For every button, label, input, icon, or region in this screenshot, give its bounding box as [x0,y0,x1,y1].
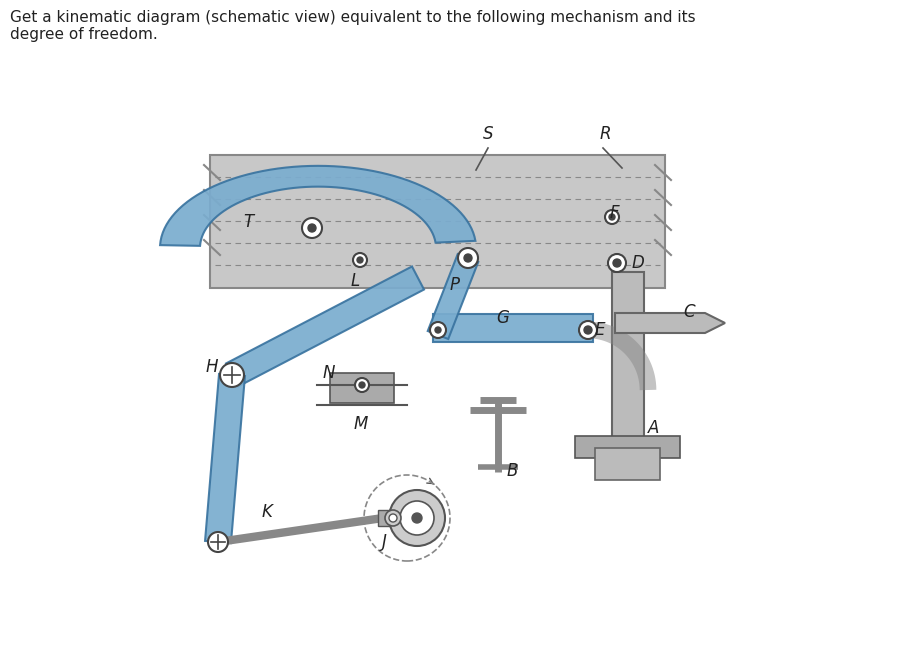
Bar [330,373,394,403]
Polygon shape [615,313,725,333]
Circle shape [353,253,367,267]
Text: H: H [206,358,218,376]
Text: P: P [450,276,460,294]
Circle shape [208,532,228,552]
Circle shape [579,321,597,339]
Circle shape [458,248,478,268]
Text: F: F [610,204,619,222]
Text: B: B [506,462,518,480]
Circle shape [435,327,441,333]
Circle shape [613,259,621,267]
Text: C: C [683,303,695,321]
Circle shape [584,326,592,334]
Text: A: A [648,419,659,437]
Polygon shape [205,374,245,543]
Text: S: S [483,125,494,143]
Bar [210,155,665,288]
Circle shape [357,257,363,263]
Circle shape [412,513,422,523]
Circle shape [430,322,446,338]
Polygon shape [433,314,593,342]
Bar [378,510,396,526]
Text: K: K [261,503,272,521]
Circle shape [400,501,434,535]
Circle shape [609,214,615,220]
Circle shape [608,254,626,272]
Text: R: R [600,125,610,143]
Polygon shape [226,266,424,387]
Text: J: J [382,533,387,551]
Text: Get a kinematic diagram (schematic view) equivalent to the following mechanism a: Get a kinematic diagram (schematic view)… [10,10,696,42]
Bar [612,272,644,452]
Bar [575,436,680,458]
Circle shape [355,378,369,392]
Polygon shape [428,254,478,339]
Text: M: M [353,415,368,433]
Text: D: D [632,254,645,272]
Polygon shape [160,166,476,246]
Circle shape [389,514,397,522]
Text: N: N [323,364,335,382]
Circle shape [464,254,472,262]
Circle shape [389,490,445,546]
Circle shape [302,218,322,238]
Text: T: T [243,213,253,231]
Text: G: G [496,309,509,327]
Circle shape [385,510,401,526]
Text: E: E [595,321,606,339]
Circle shape [220,363,244,387]
Bar [595,448,660,480]
Circle shape [605,210,619,224]
Circle shape [210,534,226,550]
Circle shape [359,382,365,388]
Circle shape [308,224,316,232]
Text: L: L [351,272,360,290]
